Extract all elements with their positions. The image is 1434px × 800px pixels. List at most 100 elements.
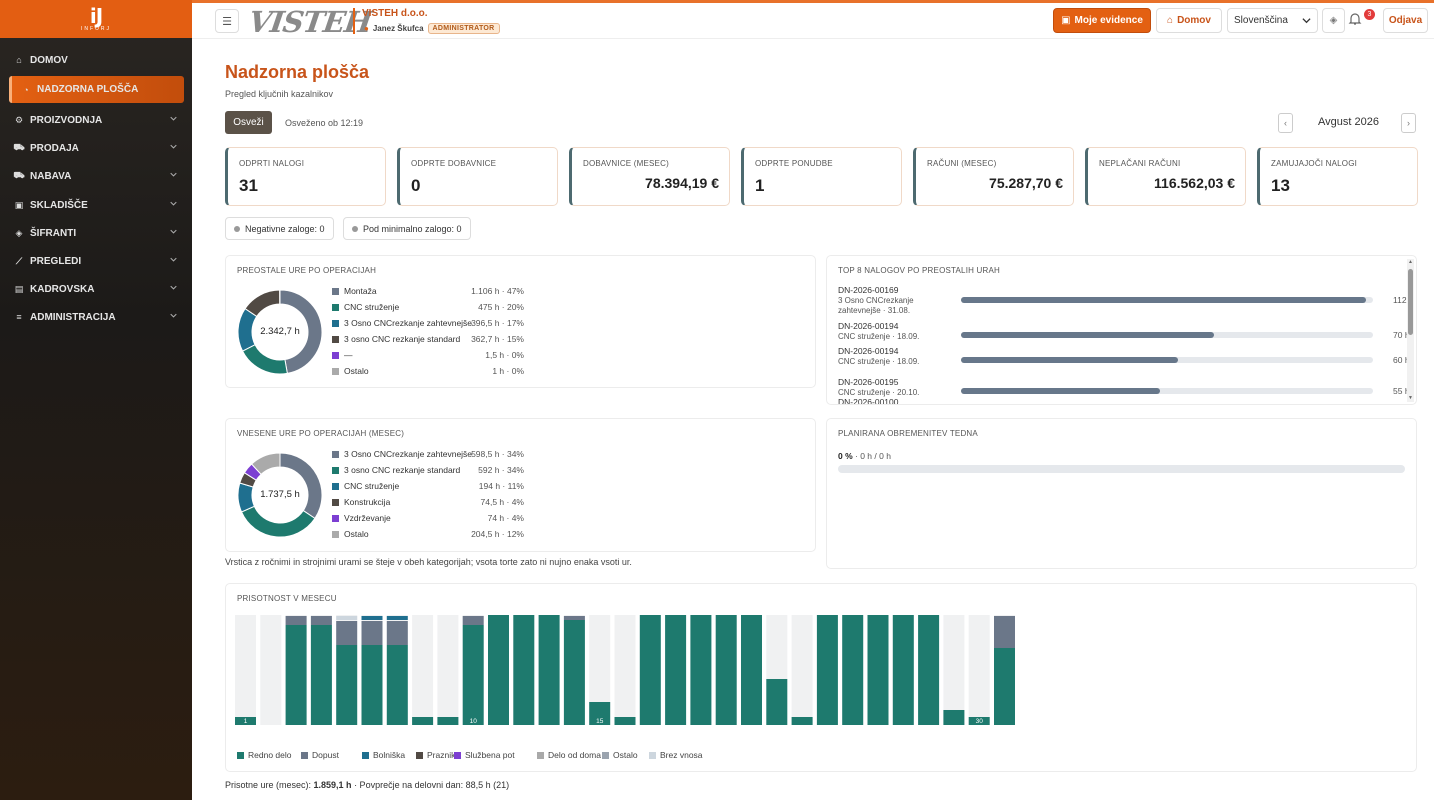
order-id[interactable]: DN-2026-00194 bbox=[838, 346, 899, 356]
kpi-card[interactable]: NEPLAČANI RAČUNI 116.562,03 € bbox=[1085, 147, 1246, 206]
home-button[interactable]: ⌂ Domov bbox=[1156, 8, 1222, 33]
order-hours-bar bbox=[961, 297, 1373, 303]
attendance-bar-chart: 1 10 15 30 bbox=[235, 615, 1015, 725]
attendance-bar-v[interactable] bbox=[336, 621, 358, 645]
attendance-bar-w[interactable] bbox=[488, 615, 509, 725]
attendance-legend-item: Službena pot bbox=[454, 750, 515, 760]
scrollbar-thumb[interactable] bbox=[1408, 269, 1413, 335]
kpi-label: DOBAVNICE (MESEC) bbox=[583, 159, 669, 168]
menu-toggle-button[interactable]: ☰ bbox=[215, 9, 239, 33]
attendance-bar-v[interactable] bbox=[310, 616, 332, 625]
order-id[interactable]: DN-2026-00100 bbox=[838, 397, 899, 405]
attendance-bar-w[interactable] bbox=[386, 645, 408, 725]
attendance-bar-w[interactable] bbox=[563, 620, 585, 725]
order-id[interactable]: DN-2026-00194 bbox=[838, 321, 899, 331]
attendance-bar-w[interactable] bbox=[614, 717, 636, 725]
attendance-bar-w[interactable] bbox=[791, 717, 813, 725]
donut-slice[interactable] bbox=[240, 505, 316, 538]
weekly-load-card: PLANIRANA OBREMENITEV TEDNA 0 % · 0 h / … bbox=[826, 418, 1417, 569]
attendance-bar-w[interactable] bbox=[715, 615, 737, 725]
kpi-card[interactable]: ODPRTE PONUDBE 1 bbox=[741, 147, 902, 206]
theme-toggle-button[interactable]: ◈ bbox=[1322, 8, 1345, 33]
notifications-button[interactable] bbox=[1348, 12, 1368, 32]
attendance-bar-v[interactable] bbox=[462, 616, 484, 625]
sidebar-item-4[interactable]: ⛟ NABAVA bbox=[0, 165, 192, 187]
prev-month-button[interactable]: ‹ bbox=[1278, 113, 1293, 133]
cart-icon: ⛟ bbox=[13, 170, 25, 180]
donut-slice[interactable] bbox=[241, 344, 288, 375]
attendance-bar-v[interactable] bbox=[563, 616, 585, 620]
attendance-bar-b[interactable] bbox=[386, 616, 408, 620]
attendance-bar-w[interactable] bbox=[943, 710, 965, 725]
attendance-bar-w[interactable] bbox=[310, 625, 332, 725]
attendance-bar-w[interactable] bbox=[918, 615, 940, 725]
app-logo[interactable]: iJ INFORJ bbox=[0, 0, 192, 38]
attendance-bar-w[interactable] bbox=[462, 625, 484, 725]
attendance-bar-w[interactable] bbox=[285, 625, 307, 725]
attendance-bar-w[interactable] bbox=[741, 615, 762, 725]
chevron-down-icon bbox=[170, 257, 177, 262]
attendance-bar-w[interactable] bbox=[665, 615, 687, 725]
min-stock-chip[interactable]: Pod minimalno zalogo: 0 bbox=[343, 217, 471, 240]
sidebar-item-6[interactable]: ◈ ŠIFRANTI bbox=[0, 222, 192, 244]
attendance-bar-v[interactable] bbox=[285, 616, 307, 625]
donut-total: 1.737,5 h bbox=[260, 489, 300, 500]
my-records-button[interactable]: ▣ Moje evidence bbox=[1053, 8, 1151, 33]
refresh-button[interactable]: Osveži bbox=[225, 111, 272, 134]
summary-hours: 1.859,1 h bbox=[313, 780, 352, 790]
attendance-bar-o[interactable] bbox=[336, 616, 358, 620]
attendance-bar-w[interactable] bbox=[867, 615, 889, 725]
scrollbar[interactable]: ▲ ▼ bbox=[1407, 259, 1414, 402]
attendance-bar-w[interactable] bbox=[690, 615, 712, 725]
sidebar-item-8[interactable]: ▤ KADROVSKA bbox=[0, 278, 192, 300]
donut-slice[interactable] bbox=[279, 452, 323, 520]
kpi-card[interactable]: RAČUNI (MESEC) 75.287,70 € bbox=[913, 147, 1074, 206]
kpi-value: 78.394,19 € bbox=[645, 175, 719, 191]
attendance-bar-w[interactable] bbox=[437, 717, 459, 725]
home-label: Domov bbox=[1177, 15, 1211, 26]
attendance-bar-w[interactable] bbox=[816, 615, 838, 725]
order-id[interactable]: DN-2026-00195 bbox=[838, 377, 899, 387]
attendance-bar-w[interactable] bbox=[589, 702, 611, 725]
legend-swatch bbox=[332, 514, 339, 522]
attendance-bar-w[interactable] bbox=[513, 615, 535, 725]
attendance-bar-w[interactable] bbox=[842, 615, 864, 725]
sidebar-item-3[interactable]: ⛟ PRODAJA bbox=[0, 137, 192, 159]
kpi-card[interactable]: ZAMUJAJOČI NALOGI 13 bbox=[1257, 147, 1418, 206]
legend-swatch bbox=[332, 450, 339, 458]
kpi-card[interactable]: ODPRTI NALOGI 31 bbox=[225, 147, 386, 206]
negative-stock-chip[interactable]: Negativne zaloge: 0 bbox=[225, 217, 334, 240]
attendance-bar-w[interactable] bbox=[412, 717, 434, 725]
scroll-down-icon: ▼ bbox=[1408, 395, 1413, 401]
attendance-bar-v[interactable] bbox=[361, 621, 383, 645]
sidebar-item-9[interactable]: ≡ ADMINISTRACIJA bbox=[0, 306, 192, 328]
logout-button[interactable]: Odjava bbox=[1383, 8, 1428, 33]
donut-slice[interactable] bbox=[250, 452, 281, 476]
attendance-bar-w[interactable] bbox=[336, 645, 358, 725]
attendance-bar-w[interactable] bbox=[968, 717, 990, 725]
donut-slice[interactable] bbox=[244, 289, 281, 318]
sidebar-item-2[interactable]: ⚙ PROIZVODNJA bbox=[0, 109, 192, 131]
next-month-button[interactable]: › bbox=[1401, 113, 1416, 133]
attendance-bar-v[interactable] bbox=[386, 621, 408, 645]
language-select[interactable]: Slovenščina bbox=[1227, 8, 1318, 33]
attendance-bar-v[interactable] bbox=[994, 616, 1015, 648]
attendance-bar-w[interactable] bbox=[235, 717, 256, 725]
sidebar-item-0[interactable]: ⌂ DOMOV bbox=[0, 49, 192, 71]
attendance-bar-w[interactable] bbox=[639, 615, 661, 725]
sidebar-item-7[interactable]: ⟋ PREGLEDI bbox=[0, 250, 192, 272]
donut-slice[interactable] bbox=[279, 289, 323, 374]
attendance-bar-w[interactable] bbox=[766, 679, 788, 725]
sidebar-item-5[interactable]: ▣ SKLADIŠČE bbox=[0, 194, 192, 216]
kpi-card[interactable]: ODPRTE DOBAVNICE 0 bbox=[397, 147, 558, 206]
kpi-card[interactable]: DOBAVNICE (MESEC) 78.394,19 € bbox=[569, 147, 730, 206]
order-id[interactable]: DN-2026-00169 bbox=[838, 285, 899, 295]
id-card-icon: ▤ bbox=[14, 283, 24, 294]
attendance-bar-b[interactable] bbox=[361, 616, 383, 620]
attendance-bar-w[interactable] bbox=[994, 648, 1015, 725]
legend-label: Ostalo bbox=[613, 750, 638, 760]
attendance-bar-w[interactable] bbox=[361, 645, 383, 725]
attendance-bar-w[interactable] bbox=[538, 615, 560, 725]
attendance-bar-w[interactable] bbox=[892, 615, 914, 725]
sidebar-item-1[interactable]: ◔ NADZORNA PLOŠČA bbox=[9, 76, 184, 103]
